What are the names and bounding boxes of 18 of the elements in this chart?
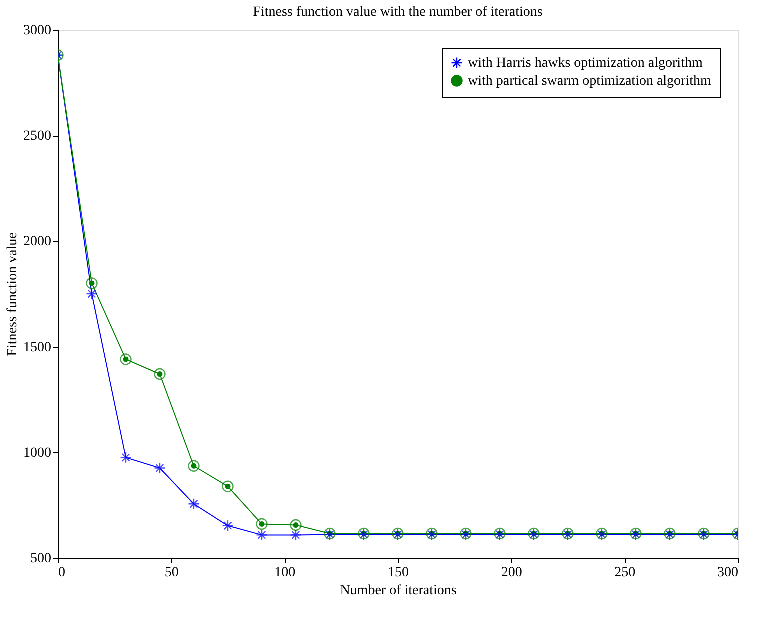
x-axis-title: Number of iterations (340, 584, 457, 598)
y-tick-label: 2500 (24, 129, 52, 144)
x-tick-label: 250 (614, 566, 636, 580)
x-tick-label: 50 (164, 566, 179, 580)
legend-label: with Harris hawks optimization algorithm (468, 56, 703, 71)
legend-label: with partical swarm optimization algorithm (468, 74, 712, 89)
y-tick-label: 500 (30, 552, 52, 566)
y-tick-label: 1000 (24, 446, 52, 461)
y-tick-label: 2000 (24, 234, 52, 250)
y-tick-label: 3000 (24, 24, 52, 38)
x-tick-label: 200 (501, 566, 522, 580)
chart-title: Fitness function value with the number of iterations (253, 5, 543, 20)
x-tick-label: 150 (388, 566, 409, 580)
x-tick-label: 0 (58, 566, 66, 580)
x-tick-label: 100 (274, 566, 296, 580)
y-tick-label: 1500 (24, 340, 52, 356)
x-tick-label: 300 (718, 566, 738, 580)
y-axis-title: Fitness function value (6, 232, 20, 356)
